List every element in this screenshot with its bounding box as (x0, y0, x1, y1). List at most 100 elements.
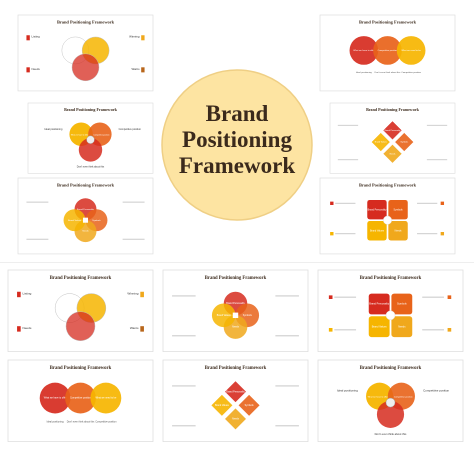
label-marker (447, 295, 452, 299)
slide-label: Don't even think about this (77, 166, 105, 169)
note-line (275, 295, 299, 297)
note-line (334, 296, 357, 298)
slide-title: Brand Positioning Framework (205, 276, 267, 281)
label-marker (141, 35, 145, 41)
note-line (422, 329, 444, 331)
slide: Brand Positioning Framework Brand Persona… (162, 269, 309, 352)
label-marker (330, 232, 334, 236)
shape (367, 221, 387, 241)
shape (373, 36, 402, 65)
shape (237, 394, 261, 417)
label-marker (440, 232, 445, 236)
slide-label: Brand Values (372, 325, 388, 328)
slide-label: Competitive position (95, 420, 117, 423)
note-line (275, 335, 299, 337)
shape (349, 36, 379, 65)
slide-label: What we need to be (401, 49, 421, 52)
slide-label: Competitive position (119, 128, 142, 131)
slide-title: Brand Positioning Framework (50, 366, 112, 371)
slide-label: What we have to offer (44, 397, 67, 400)
shape (39, 382, 71, 414)
shape (86, 135, 95, 144)
slide-label: Symbols (243, 315, 253, 317)
shape (394, 132, 414, 152)
slide: Brand Positioning Framework Ideal positio… (317, 359, 464, 442)
slide-label: What we have to offer (71, 134, 89, 137)
shape (90, 382, 122, 414)
slide-label: Wants (130, 326, 139, 330)
slide-title: Brand Positioning Framework (57, 20, 115, 25)
slide-label: Brand Personality (226, 390, 245, 393)
label-marker (141, 67, 145, 73)
slide: Brand Positioning Framework Brand Persona… (319, 177, 456, 255)
slide: Brand Positioning Framework Ideal positio… (27, 102, 154, 174)
note-line (26, 201, 49, 203)
slide-label: Symbols (400, 142, 408, 144)
slide-label: Brand Personality (369, 303, 390, 306)
slide-label: Needs (395, 229, 403, 232)
slide-title: Brand Positioning Framework (50, 276, 112, 281)
slide-label: Needs (390, 153, 396, 155)
slide-label: Competitive position (394, 396, 414, 399)
slide-label: Needs (32, 67, 41, 71)
slide-label: Winning (127, 291, 138, 295)
shape (368, 316, 390, 338)
center-square (82, 217, 89, 223)
slide-label: What we need to be (95, 397, 117, 400)
slide-label: Symbols (397, 303, 407, 306)
slide-title: Brand Positioning Framework (359, 20, 417, 25)
note-line (275, 385, 299, 387)
note-line (337, 124, 359, 126)
note-line (335, 233, 356, 235)
note-line (122, 238, 145, 240)
slide-label: Ideal positioning (337, 389, 358, 393)
slide-title: Brand Positioning Framework (57, 183, 115, 188)
slide-label: Ideal positioning (44, 128, 63, 131)
label-marker (140, 291, 144, 298)
label-marker (26, 35, 30, 41)
slide-label: Symbols (394, 208, 404, 211)
shape (388, 221, 408, 241)
label-marker (17, 291, 21, 298)
shape (382, 144, 403, 164)
slide-title: Brand Positioning Framework (205, 366, 267, 371)
shape (382, 120, 403, 141)
slide-label: Needs (398, 325, 406, 328)
note-line (417, 202, 438, 204)
divider (0, 262, 474, 263)
slide-label: Winning (129, 35, 140, 39)
shape (396, 36, 426, 65)
label-marker (328, 328, 333, 332)
slide-label: Competitive position (423, 389, 449, 393)
slide-label: Don't even think about this (375, 432, 407, 436)
slide: Brand Positioning Framework Listing Winnin… (7, 269, 154, 352)
note-line (417, 233, 438, 235)
slide-label: Don't even think about this (67, 420, 95, 423)
slide-label: Brand Personality (77, 208, 95, 211)
note-line (26, 238, 49, 240)
note-line (426, 159, 448, 161)
slide: Brand Positioning Framework What we have … (7, 359, 154, 442)
slide-label: Brand Personality (226, 302, 245, 305)
slide-label: Needs (232, 419, 240, 421)
slide-label: Competitive position (93, 134, 109, 137)
slide-label: Brand Values (375, 141, 387, 144)
slide-label: Listing (23, 291, 32, 295)
shape (224, 380, 247, 403)
shape (385, 310, 396, 321)
shape (376, 400, 405, 428)
shape (65, 311, 96, 341)
shape (211, 303, 236, 328)
shape (391, 293, 413, 315)
label-marker (17, 326, 21, 332)
slide-label: Brand Personality (368, 208, 387, 211)
slide-title: Brand Positioning Framework (360, 276, 422, 281)
label-marker (330, 201, 334, 205)
note-line (172, 295, 196, 297)
shape (71, 53, 100, 82)
shape (385, 397, 396, 408)
slide-label: Symbols (245, 405, 255, 407)
slide-label: Listing (32, 35, 41, 39)
note-line (337, 159, 359, 161)
